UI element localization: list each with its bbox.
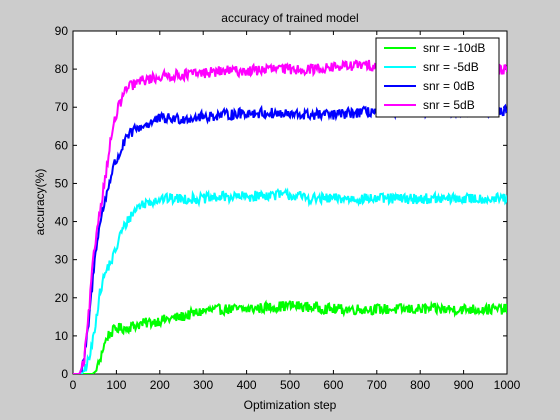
series-line [73, 187, 507, 374]
legend-label: snr = 5dB [423, 98, 475, 112]
y-tick-label: 80 [55, 62, 69, 76]
x-tick-label: 600 [323, 378, 343, 392]
y-axis-title: accuracy(%) [33, 169, 47, 236]
y-axis-ticks: 0 10 20 30 40 50 60 70 80 90 [55, 24, 507, 381]
y-tick-label: 20 [55, 291, 69, 305]
y-tick-label: 60 [55, 138, 69, 152]
y-tick-label: 90 [55, 24, 69, 38]
legend-label: snr = -5dB [423, 60, 479, 74]
series-lines [73, 57, 507, 374]
x-tick-label: 900 [454, 378, 474, 392]
legend-box [375, 37, 500, 118]
chart-title: accuracy of trained model [221, 11, 358, 25]
x-axis-ticks: 0 100 200 300 400 500 600 700 800 900 1000 [70, 31, 521, 392]
legend: snr = -10dB snr = -5dB snr = 0dB snr = 5dB [375, 37, 500, 118]
series-line [73, 299, 507, 374]
legend-label: snr = -10dB [423, 41, 485, 55]
x-tick-label: 1000 [494, 378, 521, 392]
x-tick-label: 200 [150, 378, 170, 392]
x-tick-label: 500 [280, 378, 300, 392]
y-tick-label: 40 [55, 215, 69, 229]
x-tick-label: 700 [367, 378, 387, 392]
x-tick-label: 100 [106, 378, 126, 392]
y-tick-label: 70 [55, 100, 69, 114]
y-tick-label: 30 [55, 253, 69, 267]
x-tick-label: 300 [193, 378, 213, 392]
x-tick-label: 400 [237, 378, 257, 392]
x-tick-label: 0 [70, 378, 77, 392]
y-tick-label: 0 [61, 367, 68, 381]
x-axis-title: Optimization step [244, 398, 337, 412]
legend-label: snr = 0dB [423, 79, 475, 93]
y-tick-label: 50 [55, 176, 69, 190]
x-tick-label: 800 [410, 378, 430, 392]
y-tick-label: 10 [55, 329, 69, 343]
